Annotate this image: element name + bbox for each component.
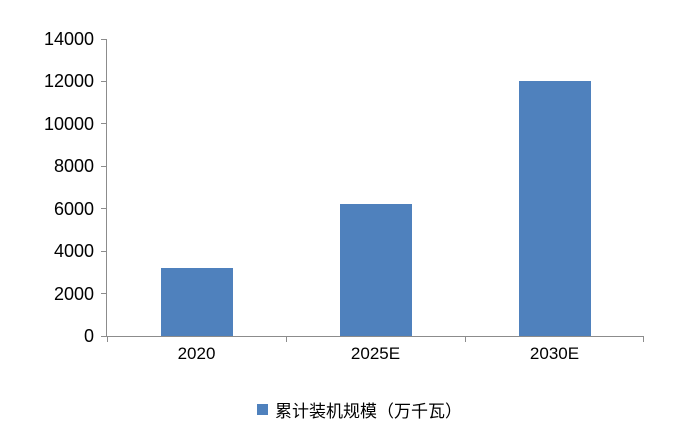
- x-axis-tick: [286, 336, 287, 342]
- x-axis-tick: [465, 336, 466, 342]
- y-axis-tick: [101, 38, 107, 40]
- y-axis-tick: [101, 335, 107, 337]
- legend-swatch-icon: [257, 403, 268, 415]
- y-axis-label: 10000: [43, 113, 94, 134]
- y-axis-tick: [101, 293, 107, 295]
- x-axis-tick: [107, 336, 108, 342]
- y-axis-label: 6000: [53, 198, 94, 219]
- x-axis-label: 2020: [177, 344, 216, 363]
- y-axis-label: 0: [83, 326, 94, 346]
- legend: 累计装机规模（万千瓦）: [12, 398, 695, 421]
- y-axis-tick: [101, 80, 107, 82]
- y-axis-tick: [101, 165, 107, 167]
- plot-area: 0 2000 4000 6000 8000 10000 12000 14000 2020 2025…: [44, 29, 644, 363]
- bar-2025E: [339, 204, 412, 336]
- x-axis-tick: [643, 336, 644, 342]
- legend-label: 累计装机规模（万千瓦）: [275, 401, 462, 421]
- y-axis-tick: [101, 250, 107, 252]
- y-axis-tick: [101, 123, 107, 125]
- bar-2020: [160, 268, 233, 336]
- bar-2030E: [518, 81, 591, 336]
- y-axis-tick: [101, 208, 107, 210]
- y-axis-label: 2000: [53, 283, 94, 304]
- y-axis-label: 8000: [53, 156, 94, 177]
- x-axis-label: 2025E: [350, 344, 401, 363]
- y-axis-label: 4000: [53, 241, 94, 262]
- y-axis-label: 12000: [43, 71, 94, 92]
- y-axis-label: 14000: [43, 29, 94, 49]
- x-axis-label: 2030E: [529, 344, 580, 363]
